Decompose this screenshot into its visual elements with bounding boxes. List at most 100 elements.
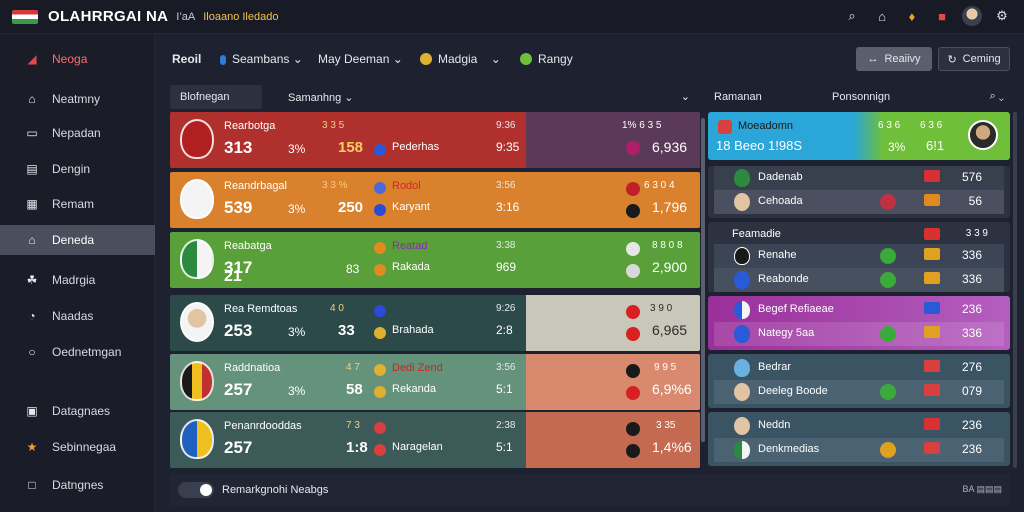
list-item[interactable]: Renahe 336 bbox=[714, 244, 1004, 268]
club-crest-icon bbox=[734, 359, 750, 377]
team-score: 158 bbox=[338, 139, 364, 156]
odds-line: 1% 6 3 5 bbox=[622, 120, 662, 131]
team-score: 21 bbox=[224, 268, 242, 285]
list-item[interactable]: Nategy 5aa 336 bbox=[714, 322, 1004, 346]
filter-season[interactable]: Seambans ⌄ bbox=[220, 52, 303, 66]
sidebar-item-3[interactable]: ▤ Dengin bbox=[0, 154, 155, 184]
sidebar-item-8[interactable]: ○ Oednetmgan bbox=[0, 337, 155, 367]
home-icon[interactable]: ⌂ bbox=[878, 8, 886, 24]
settings-icon[interactable]: ⚙ bbox=[996, 8, 1008, 23]
calendar-icon: ▦ bbox=[26, 197, 38, 211]
table-scrollbar[interactable] bbox=[701, 118, 705, 442]
opponent-icon bbox=[374, 305, 386, 317]
team-score: 1:8 bbox=[346, 439, 368, 456]
right-panel-search-icon[interactable]: ⌕ ⌄ bbox=[989, 90, 1004, 102]
filter-bar: Reoil Seambans ⌄ May Deeman ⌄ Madgia ⌄ R… bbox=[158, 42, 1018, 76]
user-avatar[interactable] bbox=[962, 6, 982, 26]
sidebar-item-5[interactable]: ⌂ Deneda bbox=[0, 225, 155, 255]
opponent-club: Rodol bbox=[392, 180, 421, 192]
player-avatar bbox=[734, 193, 750, 211]
team-score: 250 bbox=[338, 199, 364, 216]
sidebar-item-7[interactable]: ◔ Naadas bbox=[0, 301, 155, 331]
list-item[interactable]: Begef Refiaeae 236 bbox=[714, 298, 1004, 322]
table-row[interactable]: Reabatga 317 83 21 Reatad Rakada 3:38 96… bbox=[170, 232, 700, 288]
search-icon[interactable]: ⌕ bbox=[848, 8, 856, 23]
club-crest-icon bbox=[734, 247, 750, 265]
right-scrollbar[interactable] bbox=[1013, 112, 1017, 468]
status-dot-icon bbox=[626, 327, 640, 341]
filter-date[interactable]: May Deeman ⌄ bbox=[318, 52, 403, 66]
shield-icon bbox=[924, 302, 940, 314]
bottom-pager[interactable]: BA ▤▤▤ bbox=[962, 484, 1002, 494]
flag-icon bbox=[12, 9, 38, 24]
club-badge-icon bbox=[880, 194, 896, 210]
sidebar-item-1[interactable]: ⌂ Neatmny bbox=[0, 84, 155, 114]
odds-value: 6,965 bbox=[652, 322, 688, 338]
sidebar-item-10[interactable]: ★ Sebinnegaa bbox=[0, 432, 155, 462]
group-title: Feamadie bbox=[732, 228, 781, 240]
club-crest-icon bbox=[734, 441, 750, 459]
flag-icon bbox=[924, 228, 940, 240]
team-percent: 83 bbox=[346, 262, 360, 276]
status-dot-icon bbox=[626, 242, 640, 256]
sidebar-item-11[interactable]: □ Datngnes bbox=[0, 470, 155, 500]
list-item[interactable]: Denkmedias 236 bbox=[714, 438, 1004, 462]
match-time: 3:56 bbox=[496, 362, 516, 373]
status-dot-icon bbox=[626, 182, 640, 196]
table-row[interactable]: Raddnatioa 257 3% 4 7 58 Dedi Zend Rekan… bbox=[170, 354, 700, 410]
refresh-button[interactable]: ↔ Reaiivy bbox=[856, 47, 932, 71]
shield-icon[interactable]: ♦ bbox=[908, 8, 916, 24]
table-row[interactable]: Rearbotga 313 3% 3 3 5 158 Pederhas 9:36… bbox=[170, 112, 700, 168]
featured-stat-2: 3% bbox=[888, 140, 906, 154]
house-icon: ⌂ bbox=[28, 233, 36, 247]
team-percent: 3% bbox=[288, 202, 306, 216]
match-score: 5:1 bbox=[496, 440, 513, 454]
table-row[interactable]: Reandrbagal 539 3% 3 3 % 250 Rodol Karya… bbox=[170, 172, 700, 228]
list-item[interactable]: Cehoada 56 bbox=[714, 190, 1004, 214]
list-item[interactable]: Reabonde 336 bbox=[714, 268, 1004, 292]
player-avatar bbox=[180, 302, 214, 342]
sidebar-item-2[interactable]: ▭ Nepadan bbox=[0, 118, 155, 148]
chevron-down-icon[interactable]: ⌄ bbox=[680, 91, 690, 103]
club-badge-icon bbox=[880, 442, 896, 458]
sidebar-item-6[interactable]: ☘ Madrgia bbox=[0, 265, 155, 295]
list-item[interactable]: Deeleg Boode 079 bbox=[714, 380, 1004, 404]
list-item-value: 276 bbox=[961, 360, 982, 374]
match-time: 9:36 bbox=[496, 120, 516, 131]
right-group-5: Neddn 236 Denkmedias 236 bbox=[708, 412, 1010, 466]
list-item[interactable]: Neddn 236 bbox=[714, 414, 1004, 438]
table-row[interactable]: Rea Remdtoas 253 3% 4 0 33 Brahada 9:26 … bbox=[170, 295, 700, 351]
live-toggle[interactable] bbox=[178, 482, 214, 498]
sidebar-item-0[interactable]: ◢ Neoga bbox=[0, 44, 155, 74]
sort-dropdown[interactable]: Samanhng ⌄ bbox=[288, 92, 354, 104]
team-points: 313 bbox=[224, 138, 253, 157]
team-name: Rea Remdtoas bbox=[224, 303, 298, 315]
team-percent: 3% bbox=[288, 325, 306, 339]
list-item[interactable]: Dadenab 576 bbox=[714, 166, 1004, 190]
sidebar-item-4[interactable]: ▦ Remam bbox=[0, 189, 155, 219]
notifications-icon[interactable]: ■ bbox=[938, 8, 946, 24]
coming-button[interactable]: ↻ Ceming bbox=[938, 47, 1010, 71]
sidebar-item-9[interactable]: ▣ Datagnaes bbox=[0, 396, 155, 426]
club-crest-icon bbox=[734, 325, 750, 343]
row-highlight bbox=[526, 295, 700, 351]
top-actions: ⌕ ⌂ ♦ ■ ⚙ bbox=[842, 6, 1012, 26]
filter-league[interactable]: Madgia ⌄ bbox=[420, 52, 501, 66]
tab-overview[interactable]: Blofnegan bbox=[170, 85, 262, 109]
lock-icon: □ bbox=[28, 478, 36, 492]
odds-value: 6,9%6 bbox=[652, 381, 692, 397]
featured-card[interactable]: Moeadomn 18 Beeo 1!98S 6 3 6 3% 6 3 6 6!… bbox=[708, 112, 1010, 160]
list-item-value: 079 bbox=[961, 384, 982, 398]
match-time: 3:56 bbox=[496, 180, 516, 191]
status-dot-icon bbox=[626, 141, 640, 155]
match-score: 5:1 bbox=[496, 382, 513, 396]
filter-range[interactable]: Rangy bbox=[520, 52, 573, 66]
filter-region[interactable]: Reoil bbox=[172, 52, 202, 66]
table-row[interactable]: Penanrdooddas 257 7 3 1:8 Naragelan 2:38… bbox=[170, 412, 700, 468]
featured-crest-icon bbox=[718, 120, 732, 134]
team-percent: 3% bbox=[288, 384, 306, 398]
list-item[interactable]: Bedrar 276 bbox=[714, 356, 1004, 380]
team-crest-icon bbox=[180, 419, 214, 459]
bell-icon: ◔ bbox=[28, 309, 36, 323]
